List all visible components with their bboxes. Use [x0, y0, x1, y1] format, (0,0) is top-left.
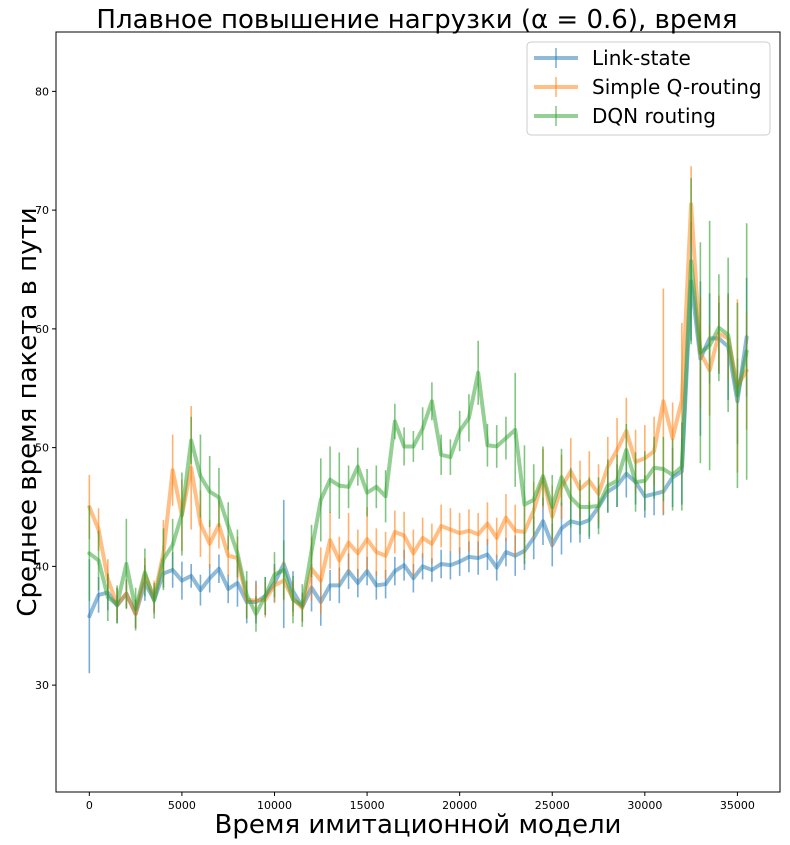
x-tick-label: 25000 [535, 799, 570, 812]
y-tick-label: 60 [35, 323, 49, 336]
series-line-dqn-routing [87, 259, 749, 616]
x-axis: 0 5000 10000 15000 20000 25000 30000 35000 [86, 792, 755, 812]
legend-label-link-state: Link-state [592, 46, 691, 70]
y-axis: 30 40 50 60 70 80 [35, 85, 56, 692]
legend-box [526, 41, 771, 136]
y-tick-label: 30 [35, 679, 49, 692]
chart-title: Плавное повышение нагрузки (α = 0.6), вр… [96, 5, 737, 35]
series-line-simple-q-routing [87, 202, 749, 616]
y-tick-label: 50 [35, 442, 49, 455]
x-tick-label: 5000 [168, 799, 196, 812]
x-tick-label: 10000 [257, 799, 292, 812]
x-tick-label: 15000 [350, 799, 385, 812]
legend-label-simple-q-routing: Simple Q-routing [592, 75, 762, 99]
series-dqn-routing [87, 178, 749, 632]
legend: Link-state Simple Q-routing DQN routing [526, 41, 771, 136]
plot-area [87, 166, 749, 674]
series-line-link-state [87, 279, 749, 619]
legend-label-dqn-routing: DQN routing [592, 104, 716, 128]
x-tick-label: 20000 [442, 799, 477, 812]
x-axis-label: Время имитационной модели [215, 810, 622, 840]
y-axis-label: Среднее время пакета в пути [13, 207, 43, 616]
plot-frame [55, 31, 781, 793]
y-tick-label: 40 [35, 560, 49, 573]
y-tick-label: 70 [35, 204, 49, 217]
x-tick-label: 35000 [720, 799, 755, 812]
x-tick-label: 30000 [627, 799, 662, 812]
x-tick-label: 0 [86, 799, 93, 812]
y-tick-label: 80 [35, 85, 49, 98]
